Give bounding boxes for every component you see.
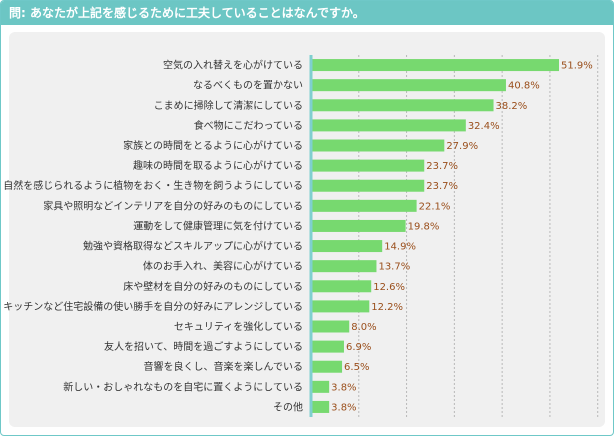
bar — [311, 400, 330, 413]
question-title: 問: あなたが上記を感じるために工夫していることはなんですか。 — [9, 6, 365, 20]
value-label: 23.7% — [426, 181, 458, 192]
category-label: 友人を招いて、時間を過ごすようにしている — [104, 340, 303, 353]
value-label: 27.9% — [446, 141, 478, 152]
category-label: 音響を良くし、音楽を楽しんでいる — [144, 360, 304, 373]
category-label: 趣味の時間を取るように心がけている — [133, 159, 303, 172]
bar — [311, 260, 377, 273]
value-label: 22.1% — [419, 201, 451, 212]
bar — [311, 320, 350, 333]
bar — [311, 360, 343, 373]
value-label: 19.8% — [408, 221, 440, 232]
bar — [311, 99, 494, 112]
category-label: 空気の入れ替えを心がけている — [163, 59, 303, 72]
bar — [311, 240, 383, 253]
bar — [311, 280, 372, 293]
value-label: 3.8% — [331, 402, 356, 413]
question-header: 問: あなたが上記を感じるために工夫していることはなんですか。 — [1, 1, 613, 25]
value-label: 6.9% — [346, 342, 371, 353]
category-label: 食べ物にこだわっている — [194, 119, 303, 132]
bar — [311, 340, 344, 353]
bar — [311, 199, 417, 212]
category-label: なるべくものを置かない — [193, 80, 303, 92]
value-label: 38.2% — [496, 101, 528, 112]
bar — [311, 380, 330, 393]
category-label: 新しい・おしゃれなものを自宅に置くようにしている — [63, 380, 303, 393]
category-label: 床や壁材を自分の好みのものにしている — [123, 280, 303, 293]
category-label: 勉強や資格取得などスキルアップに心がけている — [83, 240, 303, 253]
bar — [311, 119, 466, 132]
value-label: 13.7% — [378, 262, 410, 273]
chart-panel — [9, 32, 605, 427]
category-label: 自然を感じられるように植物をおく・生き物を飼うようにしている — [3, 179, 303, 192]
bar — [311, 159, 425, 172]
category-label: 運動をして健康管理に気を付けている — [133, 219, 303, 232]
bar — [311, 219, 406, 232]
value-label: 51.9% — [561, 61, 593, 72]
category-label: セキュリティを強化している — [174, 320, 303, 333]
value-label: 6.5% — [344, 362, 369, 373]
category-label: 体のお手入れ、美容に心がけている — [143, 260, 303, 273]
category-label: 家具や照明などインテリアを自分の好みのものにしている — [43, 199, 303, 212]
value-label: 40.8% — [508, 81, 540, 92]
bar — [311, 300, 370, 313]
value-label: 8.0% — [351, 322, 376, 333]
value-label: 12.2% — [371, 302, 403, 313]
value-label: 23.7% — [426, 161, 458, 172]
value-label: 12.6% — [373, 282, 405, 293]
value-label: 32.4% — [468, 121, 500, 132]
bar — [311, 79, 506, 92]
category-label: 家族との時間をとるように心がけている — [123, 139, 303, 152]
bar — [311, 179, 425, 192]
bar — [311, 139, 445, 152]
value-label: 14.9% — [384, 242, 416, 253]
category-label: こまめに掃除して清潔にしている — [154, 99, 303, 112]
value-label: 3.8% — [331, 382, 356, 393]
bar — [311, 59, 559, 72]
category-label: その他 — [273, 400, 303, 413]
category-label: キッチンなど住宅設備の使い勝手を自分の好みにアレンジしている — [3, 300, 303, 313]
